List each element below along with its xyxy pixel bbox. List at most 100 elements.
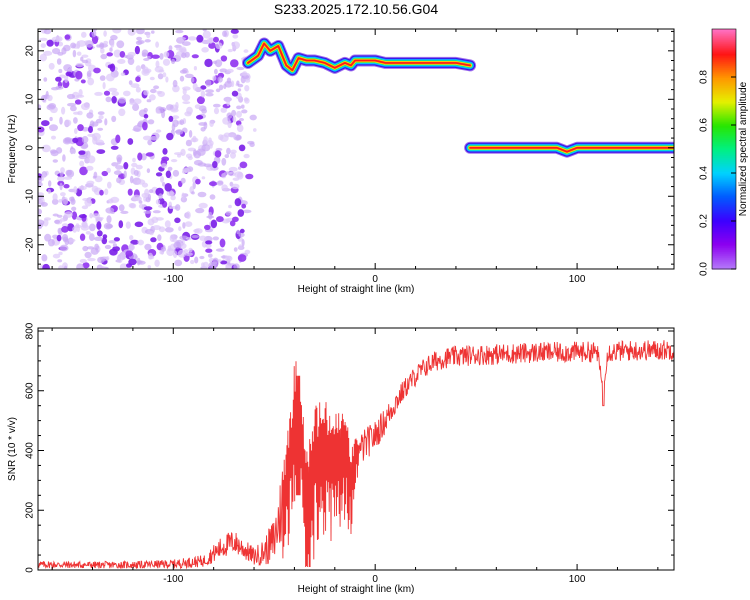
noise-blob — [164, 183, 172, 192]
noise-blob — [62, 154, 66, 162]
colorbar-step — [712, 143, 736, 146]
noise-blob — [155, 199, 161, 205]
noise-blob — [145, 152, 155, 157]
noise-blob — [79, 258, 87, 264]
noise-blob — [155, 129, 162, 133]
colorbar-step — [712, 159, 736, 162]
noise-blob — [228, 134, 237, 138]
noise-blob — [209, 194, 216, 200]
noise-blob — [238, 166, 242, 170]
noise-blob — [38, 208, 42, 215]
noise-blob — [113, 237, 120, 242]
noise-blob — [176, 241, 180, 247]
noise-blob — [55, 76, 62, 82]
noise-blob — [242, 71, 248, 77]
noise-blob — [210, 261, 219, 269]
noise-blob — [172, 119, 179, 128]
colorbar-gradient — [712, 29, 736, 270]
noise-blob — [88, 126, 93, 133]
noise-blob — [180, 148, 186, 156]
colorbar-step — [712, 169, 736, 172]
noise-blob — [134, 45, 140, 55]
noise-blob — [202, 30, 211, 39]
noise-blob — [128, 258, 137, 266]
noise-blob — [147, 119, 155, 125]
noise-blob — [196, 115, 204, 120]
colorbar-step — [712, 165, 736, 168]
noise-blob — [73, 117, 78, 124]
colorbar-step — [712, 87, 736, 90]
noise-blob — [79, 160, 85, 167]
colorbar-step — [712, 263, 736, 266]
noise-blob — [65, 71, 73, 77]
noise-blob — [51, 198, 59, 205]
noise-blob — [40, 94, 47, 102]
noise-blob — [132, 157, 136, 163]
noise-blob — [172, 250, 178, 258]
noise-blob — [162, 58, 171, 66]
colorbar-step — [712, 105, 736, 108]
noise-blob — [244, 85, 250, 92]
colorbar-step — [712, 111, 736, 114]
noise-blob — [190, 77, 195, 83]
noise-blob — [79, 233, 86, 241]
noise-blob — [93, 236, 103, 241]
noise-blob — [81, 103, 90, 111]
colorbar-step — [712, 199, 736, 202]
noise-blob — [112, 246, 120, 252]
noise-blob — [184, 221, 193, 228]
noise-blob — [204, 224, 211, 230]
noise-blob — [64, 119, 72, 127]
colorbar-step — [712, 113, 736, 116]
noise-blob — [97, 265, 105, 269]
noise-blob — [231, 41, 240, 50]
colorbar-step — [712, 81, 736, 84]
y-tick-label: 20 — [25, 45, 36, 57]
noise-blob — [135, 40, 143, 46]
noise-blob — [129, 203, 137, 209]
noise-blob — [238, 232, 245, 238]
noise-blob — [73, 186, 78, 194]
colorbar-step — [712, 217, 736, 220]
noise-blob — [181, 192, 185, 201]
noise-blob — [68, 238, 76, 243]
noise-blob — [92, 213, 101, 219]
noise-blob — [224, 154, 230, 159]
noise-blob — [119, 263, 128, 269]
noise-blob — [70, 105, 77, 112]
noise-blob — [72, 137, 79, 144]
noise-blob — [185, 211, 191, 220]
y-tick-label: 0 — [25, 145, 36, 151]
noise-blob — [175, 129, 184, 135]
noise-blob — [243, 153, 250, 159]
noise-blob — [249, 114, 257, 121]
noise-blob — [226, 68, 234, 73]
noise-blob — [202, 29, 207, 32]
noise-blob — [62, 236, 69, 243]
colorbar-step — [712, 235, 736, 238]
noise-blob — [123, 90, 131, 97]
colorbar-frame — [711, 28, 737, 270]
noise-blob — [146, 99, 152, 103]
noise-blob — [48, 180, 52, 187]
colorbar-step — [712, 259, 736, 262]
colorbar-label: Normalized spectral amplitude — [738, 81, 749, 216]
colorbar-step — [712, 49, 736, 52]
colorbar-step — [712, 121, 736, 124]
colorbar-step — [712, 241, 736, 244]
noise-blob — [209, 181, 218, 187]
noise-blob — [231, 183, 240, 190]
noise-blob — [110, 145, 119, 150]
noise-blob — [48, 62, 55, 70]
noise-blob — [111, 91, 119, 97]
colorbar-step — [712, 65, 736, 68]
noise-blob — [239, 161, 248, 169]
y-tick-label: 400 — [25, 442, 36, 459]
noise-blob — [155, 172, 163, 177]
noise-blob — [81, 31, 87, 38]
noise-blob — [127, 51, 136, 57]
figure-title: S233.2025.172.10.56.G04 — [274, 1, 438, 17]
noise-blob — [232, 177, 240, 181]
noise-blob — [174, 259, 183, 267]
noise-blob — [230, 29, 239, 34]
